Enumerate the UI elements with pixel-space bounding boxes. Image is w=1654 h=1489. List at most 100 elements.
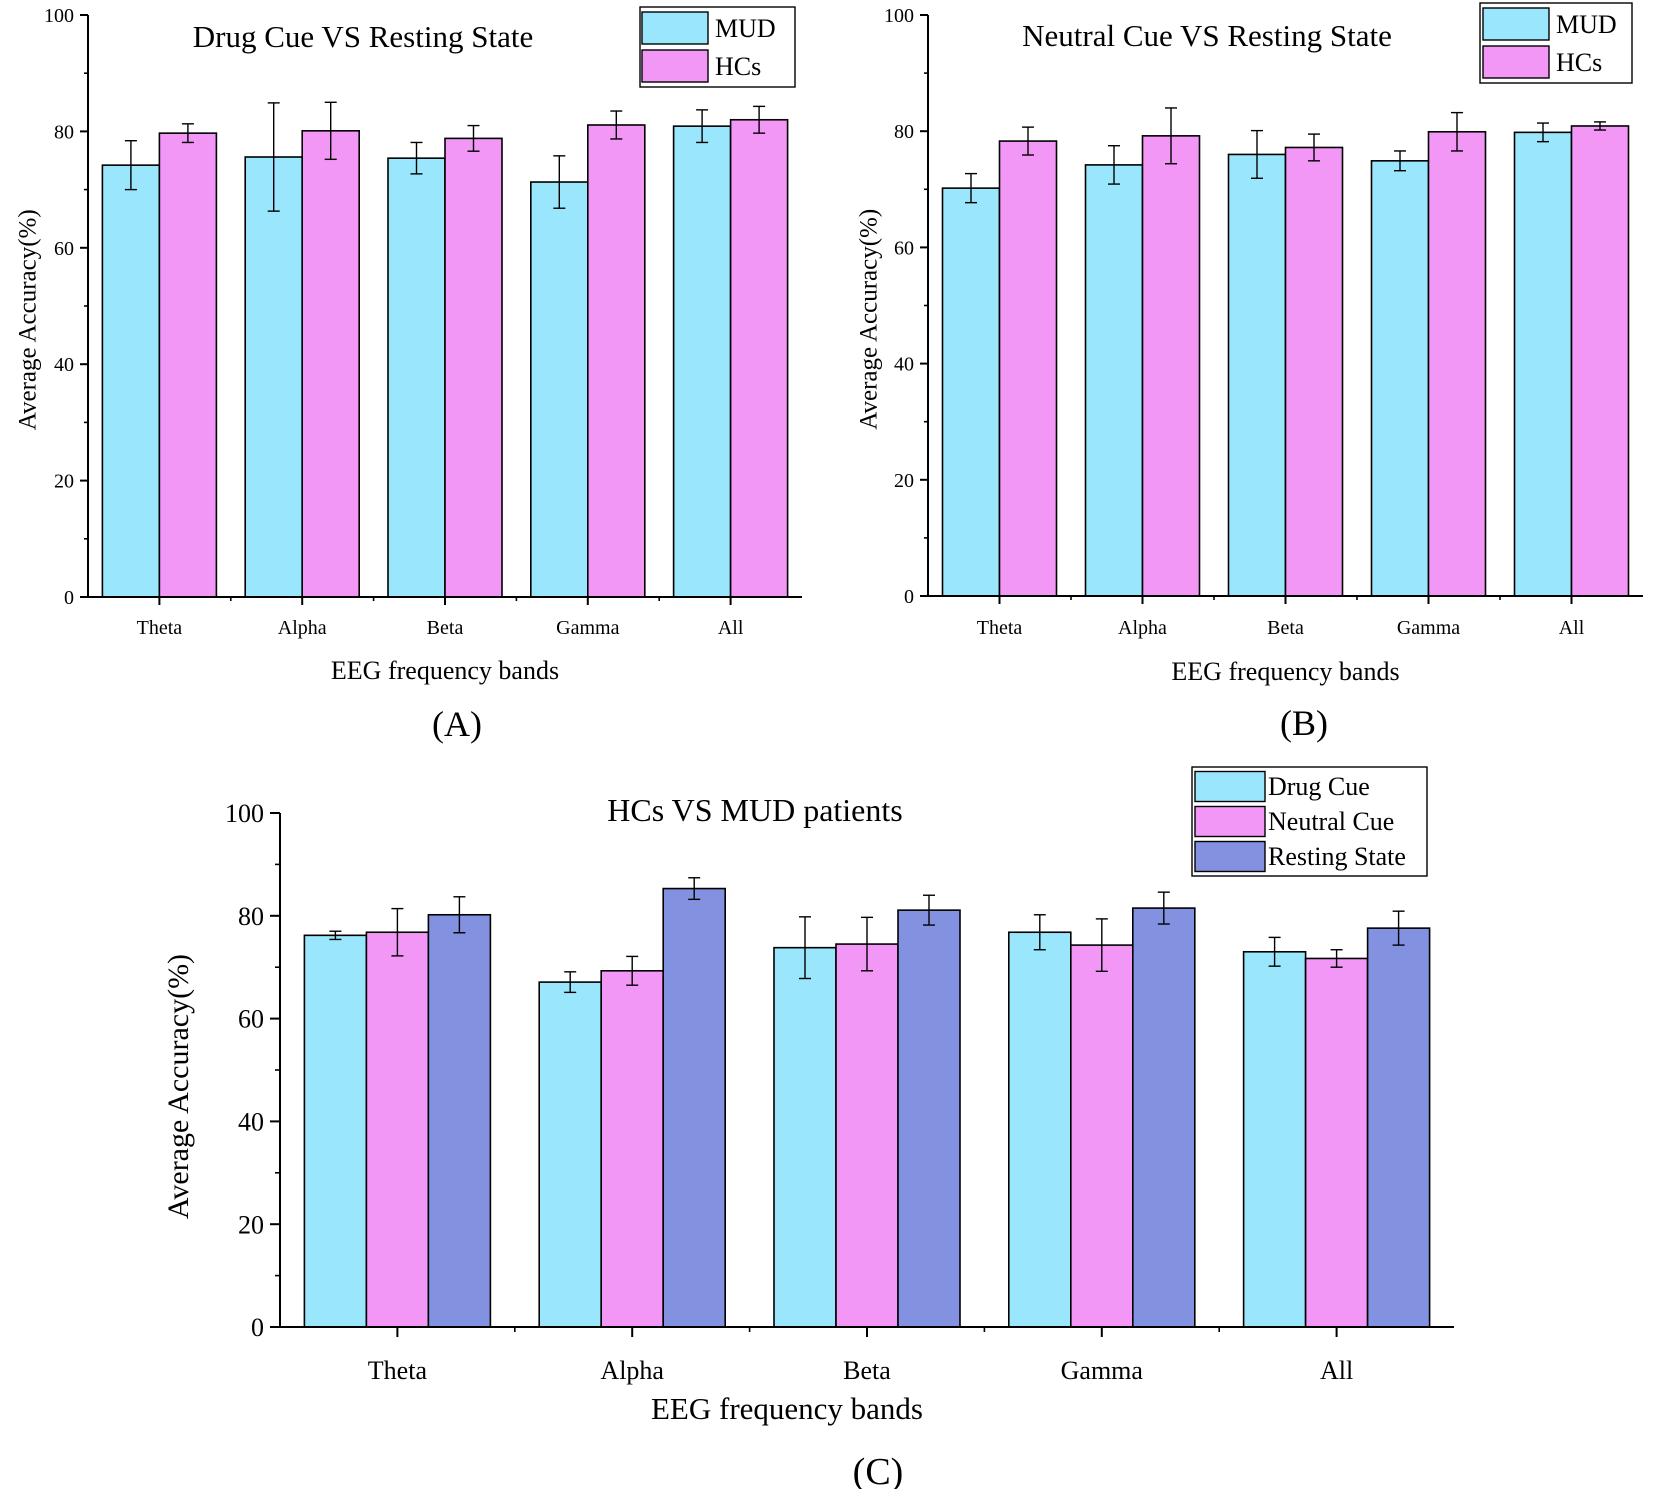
x-tick-label: Gamma	[1061, 1356, 1144, 1385]
legend-entry-label: Drug Cue	[1268, 772, 1370, 801]
error-bar	[1308, 133, 1320, 162]
bar-resting-state-beta	[897, 909, 961, 1328]
error-bar	[467, 124, 480, 152]
bar-hcs-alpha	[301, 130, 361, 598]
bar-mud-theta	[101, 164, 161, 598]
error-bar	[1251, 129, 1263, 179]
chart-title: Drug Cue VS Resting State	[193, 19, 533, 54]
y-tick-label: 40	[238, 1108, 264, 1137]
error-bar	[1108, 145, 1120, 185]
panel-a: 0 20 40 60 80 100 Theta Alpha Beta Gamma All Averag…	[14, 5, 802, 744]
error-bar	[410, 141, 423, 175]
chart-title: Neutral Cue VS Resting State	[1022, 18, 1392, 53]
x-tick-label: Alpha	[600, 1356, 664, 1385]
legend-entry-label: Neutral Cue	[1268, 807, 1394, 836]
error-bar	[965, 172, 977, 204]
error-bar	[688, 877, 701, 901]
y-tick-label: 80	[894, 121, 914, 143]
error-bar	[124, 140, 137, 191]
legend-swatch	[1194, 840, 1266, 873]
bar-hcs-gamma	[1427, 130, 1487, 597]
bar-mud-theta	[941, 187, 1001, 597]
error-bar	[1157, 891, 1170, 925]
y-axis-label: Average Accuracy(%)	[14, 209, 41, 430]
panel-label: (A)	[432, 704, 482, 744]
error-bar	[329, 930, 342, 941]
error-bar	[1394, 150, 1406, 172]
x-tick-label: Gamma	[556, 617, 619, 639]
chart-title: HCs VS MUD patients	[607, 792, 902, 828]
y-tick-label: 80	[238, 902, 264, 931]
bar-hcs-gamma	[586, 124, 646, 598]
legend: MUD HCs	[639, 6, 796, 88]
bar-hcs-beta	[1284, 146, 1344, 597]
y-tick-label: 60	[238, 1005, 264, 1034]
x-tick-label: Theta	[368, 1356, 428, 1385]
legend-swatch	[1194, 770, 1266, 803]
bar-neutral-cue-theta	[365, 931, 430, 1328]
error-bar	[1033, 914, 1046, 951]
legend-entry-label: Resting State	[1268, 842, 1406, 871]
legend-entry-label: HCs	[715, 52, 761, 81]
panel-label: (C)	[853, 1451, 904, 1489]
legend-entry-label: MUD	[1556, 10, 1617, 39]
bar-drug-cue-theta	[303, 934, 368, 1328]
bar-drug-cue-all	[1242, 950, 1307, 1328]
bar-mud-gamma	[529, 181, 589, 598]
error-bar	[1330, 949, 1343, 968]
y-tick-label: 20	[894, 470, 914, 492]
error-bar	[391, 907, 404, 957]
error-bar	[923, 894, 935, 926]
x-axis-label: EEG frequency bands	[1171, 657, 1399, 686]
y-tick-label: 0	[64, 587, 74, 609]
y-tick-label: 80	[54, 121, 74, 143]
error-bar	[1392, 910, 1405, 946]
error-bar	[1594, 121, 1606, 131]
bar-hcs-all	[729, 118, 789, 598]
bar-drug-cue-gamma	[1007, 931, 1072, 1328]
error-bar	[753, 105, 766, 134]
bar-neutral-cue-gamma	[1070, 944, 1134, 1328]
x-axis-label: EEG frequency bands	[331, 656, 559, 685]
error-bar	[799, 916, 811, 980]
bar-mud-beta	[387, 157, 446, 598]
error-bar	[1022, 126, 1034, 156]
y-tick-label: 60	[894, 237, 914, 259]
error-bar	[267, 102, 280, 212]
bar-mud-alpha	[1084, 164, 1144, 597]
legend-swatch	[641, 49, 709, 83]
error-bar	[564, 971, 577, 994]
bar-resting-state-alpha	[662, 887, 727, 1328]
y-tick-label: 100	[225, 799, 264, 828]
bar-drug-cue-alpha	[538, 981, 603, 1328]
panel-label: (B)	[1280, 703, 1328, 743]
error-bar	[1451, 111, 1463, 152]
legend-entry-label: MUD	[715, 14, 776, 43]
bar-resting-state-gamma	[1132, 907, 1196, 1328]
x-tick-label: All	[718, 617, 744, 639]
bar-resting-state-theta	[427, 913, 492, 1328]
x-tick-label: Gamma	[1397, 617, 1460, 639]
bar-hcs-theta	[998, 140, 1058, 597]
legend-swatch	[1194, 805, 1266, 838]
bar-neutral-cue-beta	[835, 943, 899, 1328]
error-bar	[553, 155, 566, 209]
bar-mud-all	[672, 125, 732, 598]
error-bar	[1095, 918, 1108, 973]
bar-mud-beta	[1227, 153, 1287, 597]
error-bar	[1268, 936, 1281, 967]
x-tick-label: Alpha	[1118, 617, 1167, 639]
bar-mud-all	[1513, 131, 1573, 597]
x-tick-label: Alpha	[278, 617, 327, 639]
y-tick-label: 0	[904, 586, 914, 608]
error-bar	[626, 955, 639, 986]
error-bar	[610, 110, 623, 140]
legend-swatch	[641, 11, 709, 45]
legend: MUD HCs	[1479, 2, 1633, 84]
y-axis-label: Average Accuracy(%)	[162, 954, 195, 1219]
y-axis-label: Average Accuracy(%)	[855, 209, 882, 430]
y-tick-label: 40	[894, 354, 914, 376]
y-tick-label: 20	[238, 1210, 264, 1239]
x-tick-label: All	[1559, 617, 1585, 639]
